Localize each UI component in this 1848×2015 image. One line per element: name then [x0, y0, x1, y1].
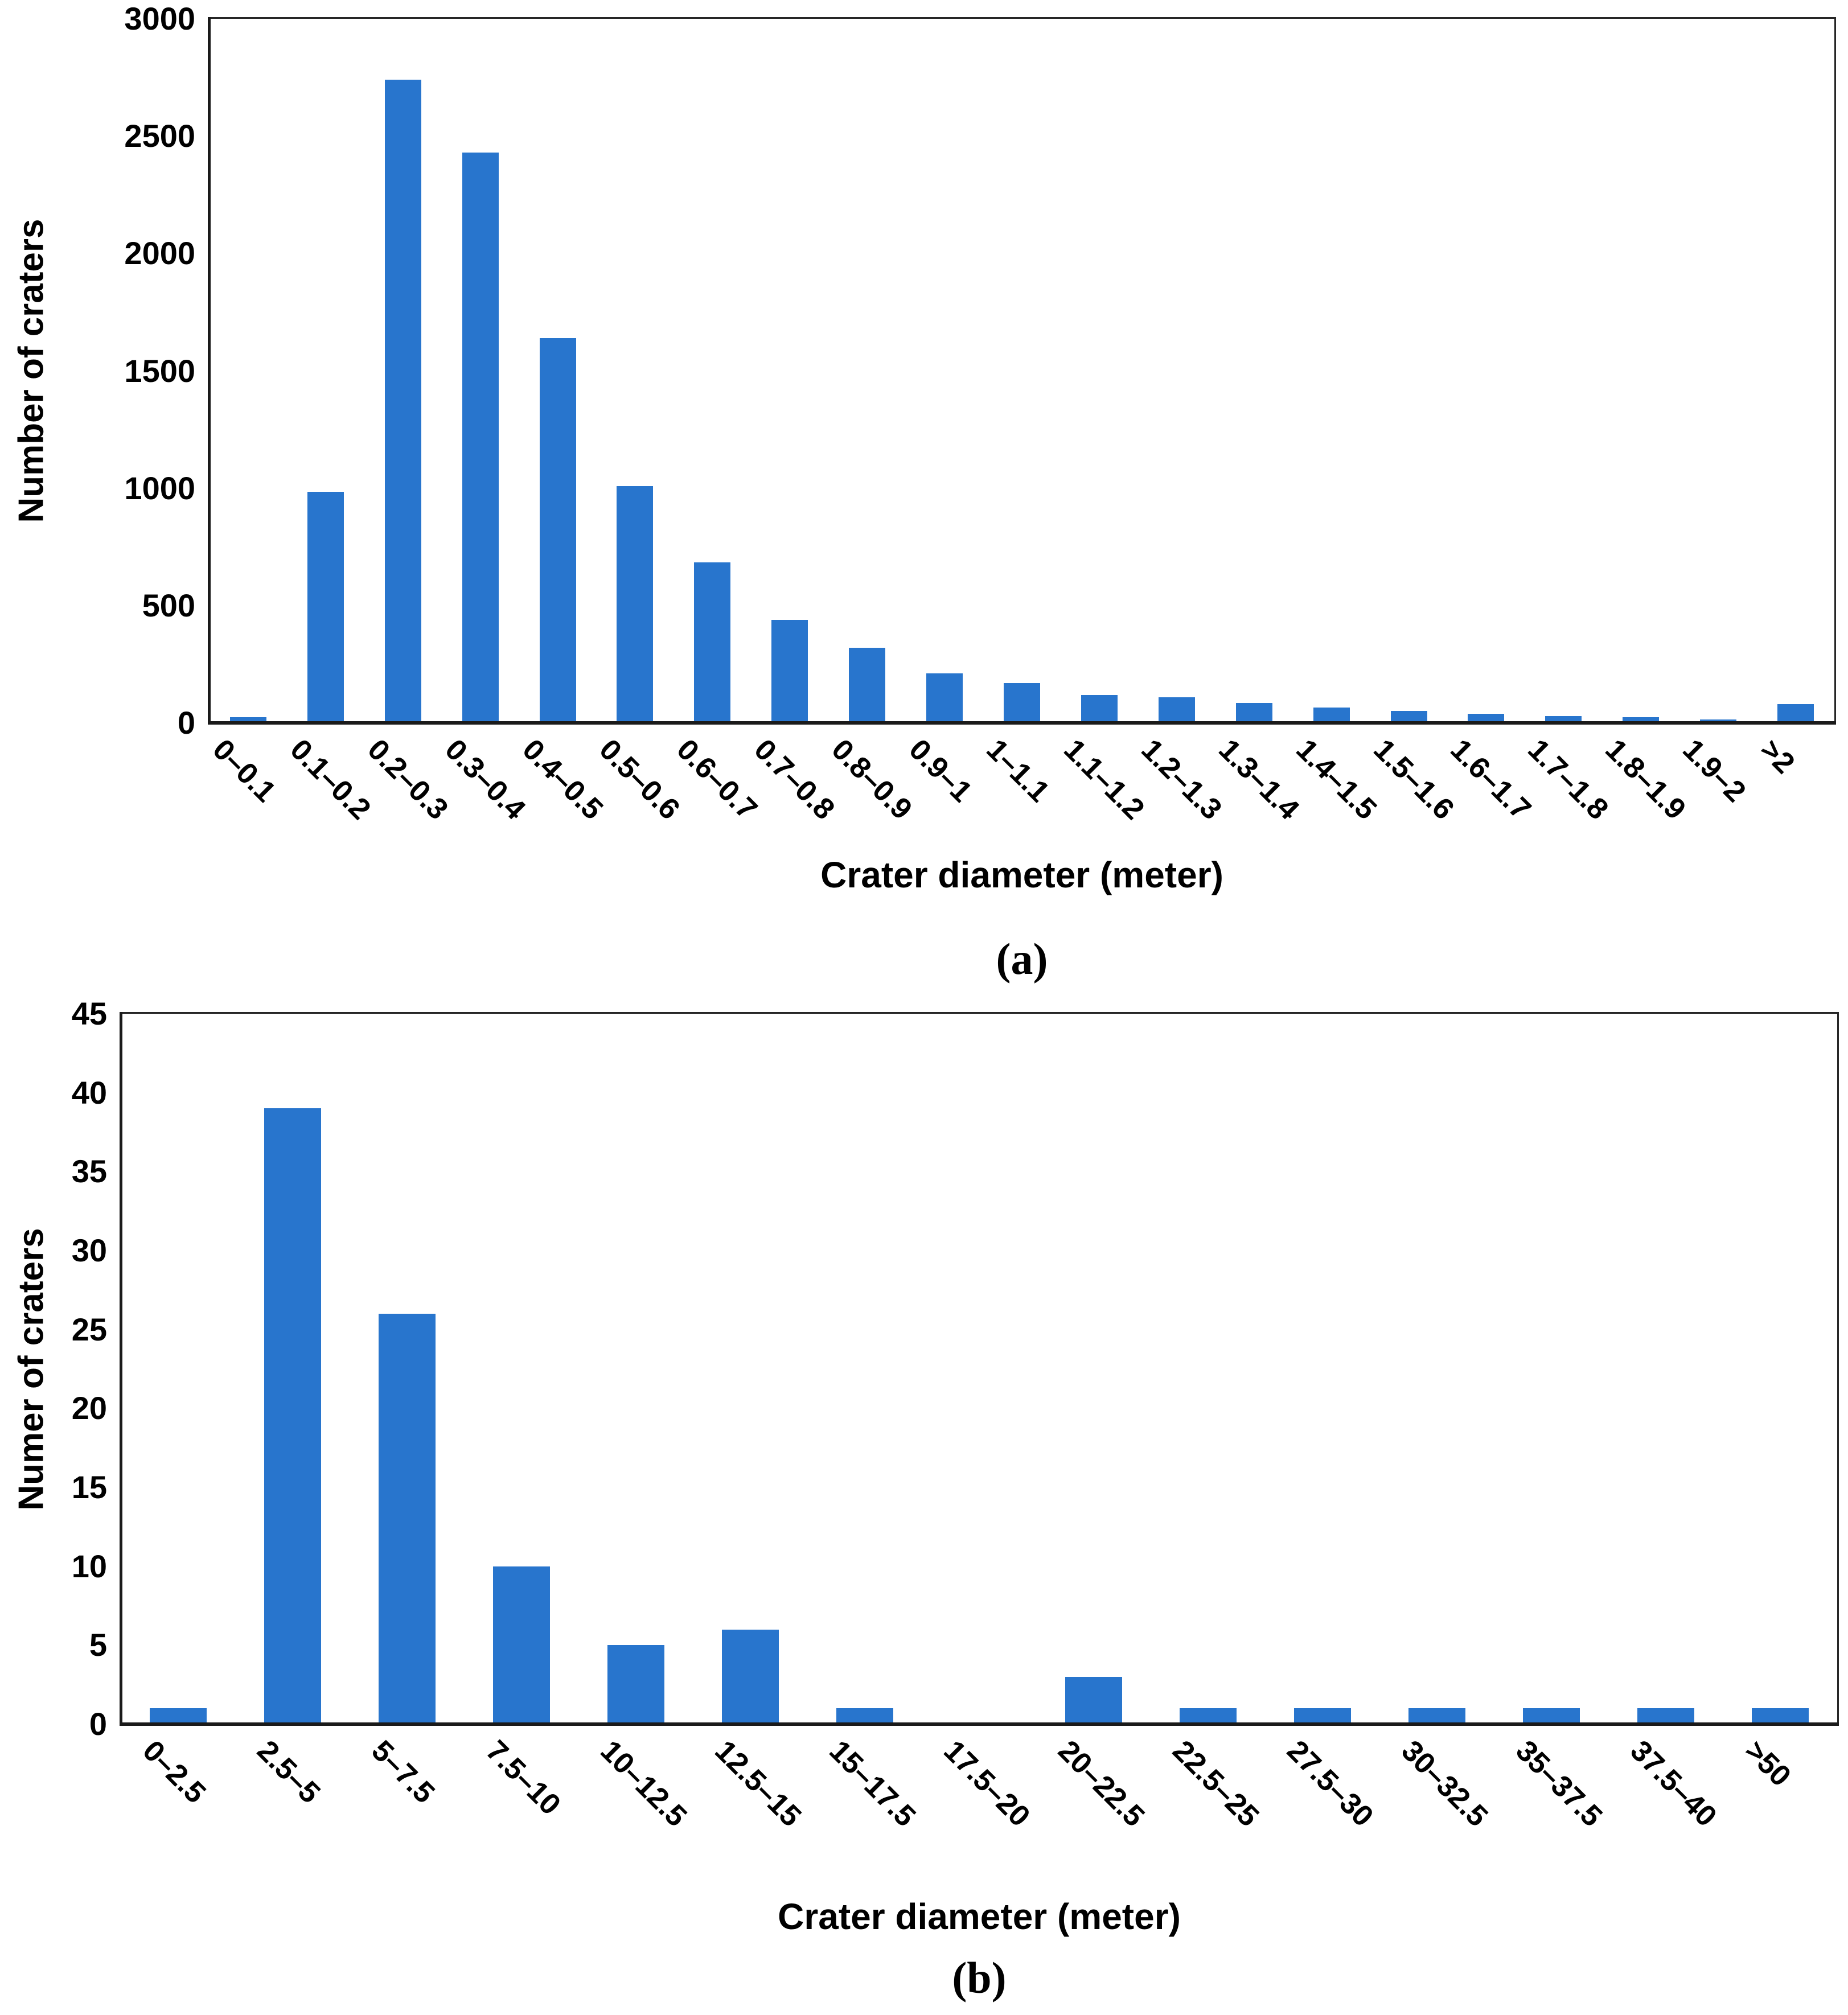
bar-a-2 — [385, 80, 421, 723]
x-tick-label-b-9: 22.5–25 — [1166, 1734, 1266, 1833]
bar-a-9 — [926, 673, 963, 723]
y-tick-label-a-2500: 2500 — [124, 118, 195, 154]
x-tick-label-b-4: 10–12.5 — [594, 1734, 693, 1833]
panel-caption-b: (b) — [120, 1952, 1839, 2004]
x-axis-title-a: Crater diameter (meter) — [208, 854, 1836, 896]
panel-caption-a: (a) — [208, 934, 1836, 985]
x-tick-label-b-14: >50 — [1738, 1734, 1797, 1793]
y-tick-label-a-1000: 1000 — [124, 470, 195, 506]
bar-b-0 — [150, 1708, 207, 1724]
bar-b-10 — [1294, 1708, 1351, 1724]
y-tick-label-b-40: 40 — [71, 1075, 107, 1111]
bar-a-8 — [849, 648, 885, 723]
y-axis-line-a — [208, 17, 211, 725]
bar-a-6 — [694, 562, 730, 723]
x-axis-line-b — [120, 1722, 1839, 1726]
bar-a-16 — [1468, 714, 1504, 723]
y-tick-label-a-1500: 1500 — [124, 353, 195, 389]
x-tick-label-b-0: 0–2.5 — [136, 1734, 212, 1810]
bar-b-3 — [493, 1566, 550, 1724]
panel-caption-text-a: (a) — [996, 934, 1048, 984]
x-tick-label-b-6: 15–17.5 — [823, 1734, 922, 1833]
x-tick-label-b-1: 2.5–5 — [250, 1734, 327, 1810]
x-tick-label-b-7: 17.5–20 — [937, 1734, 1037, 1833]
x-tick-label-b-12: 35–37.5 — [1509, 1734, 1609, 1833]
bar-a-5 — [617, 486, 653, 723]
y-tick-label-a-2000: 2000 — [124, 235, 195, 271]
y-tick-label-b-35: 35 — [71, 1153, 107, 1189]
y-tick-label-b-30: 30 — [71, 1232, 107, 1268]
bar-a-15 — [1391, 711, 1427, 723]
bar-a-13 — [1236, 703, 1272, 723]
bar-a-1 — [307, 492, 344, 723]
y-tick-label-b-10: 10 — [71, 1548, 107, 1584]
y-tick-label-b-25: 25 — [71, 1311, 107, 1347]
bar-a-11 — [1081, 695, 1118, 723]
y-tick-label-b-0: 0 — [89, 1706, 107, 1742]
y-tick-label-b-15: 15 — [71, 1469, 107, 1505]
x-tick-label-b-5: 12.5–15 — [708, 1734, 808, 1833]
bar-a-12 — [1159, 697, 1195, 723]
x-axis-title-b: Crater diameter (meter) — [120, 1895, 1839, 1938]
bar-a-18 — [1623, 717, 1659, 723]
y-tick-label-b-20: 20 — [71, 1390, 107, 1426]
y-tick-label-b-5: 5 — [89, 1627, 107, 1663]
bar-b-4 — [607, 1645, 664, 1724]
x-axis-line-a — [208, 721, 1836, 725]
bar-a-20 — [1777, 704, 1814, 723]
y-tick-label-a-0: 0 — [177, 705, 195, 741]
y-tick-label-a-500: 500 — [142, 587, 195, 623]
y-axis-title-b: Numer of craters — [6, 1012, 57, 1726]
y-axis-line-b — [120, 1012, 122, 1726]
y-tick-label-b-45: 45 — [71, 996, 107, 1031]
bar-b-12 — [1523, 1708, 1580, 1724]
x-tick-label-b-2: 5–7.5 — [365, 1734, 441, 1810]
bar-b-11 — [1408, 1708, 1465, 1724]
bar-a-0 — [230, 717, 266, 723]
bar-a-14 — [1313, 708, 1350, 723]
y-tick-label-a-3000: 3000 — [124, 1, 195, 36]
bar-a-3 — [462, 153, 499, 723]
plot-area-b — [120, 1012, 1839, 1726]
x-tick-label-b-11: 30–32.5 — [1395, 1734, 1494, 1833]
bar-b-5 — [722, 1630, 779, 1724]
bar-a-10 — [1004, 683, 1040, 723]
bar-a-7 — [771, 620, 808, 723]
y-axis-title-text-b: Numer of craters — [11, 1227, 51, 1511]
bar-b-2 — [379, 1314, 436, 1724]
x-tick-label-b-13: 37.5–40 — [1624, 1734, 1723, 1833]
bar-b-1 — [264, 1108, 321, 1724]
bar-a-4 — [540, 338, 576, 723]
x-tick-label-b-10: 27.5–30 — [1280, 1734, 1380, 1833]
x-axis-title-text-b: Crater diameter (meter) — [778, 1896, 1181, 1937]
bar-b-14 — [1752, 1708, 1809, 1724]
bar-b-6 — [836, 1708, 893, 1724]
x-tick-label-b-8: 20–22.5 — [1052, 1734, 1151, 1833]
bar-b-13 — [1637, 1708, 1694, 1724]
plot-area-a — [208, 17, 1836, 725]
bar-b-9 — [1180, 1708, 1237, 1724]
bar-b-8 — [1065, 1677, 1122, 1724]
panel-caption-text-b: (b) — [952, 1953, 1007, 2002]
x-tick-label-b-3: 7.5–10 — [479, 1734, 567, 1822]
x-axis-title-text-a: Crater diameter (meter) — [820, 854, 1223, 895]
